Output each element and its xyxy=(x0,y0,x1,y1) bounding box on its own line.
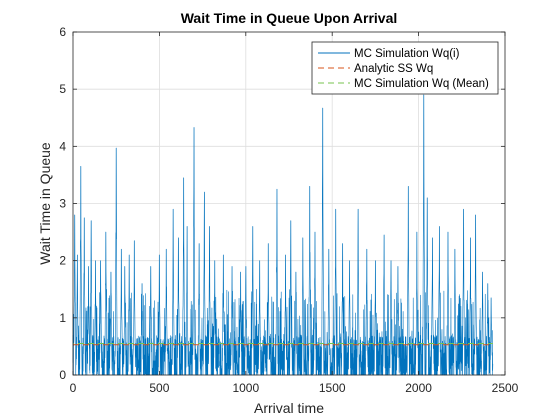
x-tick-label: 1500 xyxy=(319,381,346,395)
y-tick-label: 0 xyxy=(59,368,66,382)
y-tick-label: 1 xyxy=(59,311,66,325)
x-axis-label: Arrival time xyxy=(254,400,324,416)
legend-label-mean: MC Simulation Wq (Mean) xyxy=(354,78,489,90)
y-tick-label: 6 xyxy=(59,25,66,39)
legend-label-analytic: Analytic SS Wq xyxy=(354,63,433,75)
x-tick-label: 1000 xyxy=(232,381,259,395)
y-tick-label: 2 xyxy=(59,254,66,268)
x-tick-label: 500 xyxy=(149,381,169,395)
legend: MC Simulation Wq(i) Analytic SS Wq MC Si… xyxy=(312,42,498,94)
x-tick-label: 0 xyxy=(70,381,77,395)
y-tick-label: 3 xyxy=(59,197,66,211)
legend-label-wq: MC Simulation Wq(i) xyxy=(354,48,460,60)
x-tick-label: 2500 xyxy=(492,381,519,395)
y-tick-label: 5 xyxy=(59,82,66,96)
y-tick-label: 4 xyxy=(59,139,66,153)
chart-title: Wait Time in Queue Upon Arrival xyxy=(181,10,398,26)
y-axis-label: Wait Time in Queue xyxy=(37,142,53,265)
x-tick-label: 2000 xyxy=(405,381,432,395)
